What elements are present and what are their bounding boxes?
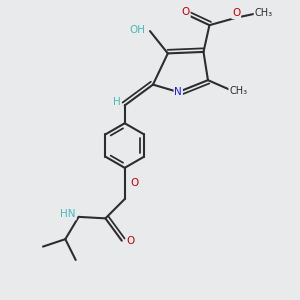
Text: O: O (127, 236, 135, 246)
Text: HN: HN (60, 209, 76, 220)
Text: CH₃: CH₃ (229, 85, 247, 96)
Text: O: O (182, 8, 190, 17)
Text: CH₃: CH₃ (254, 8, 273, 18)
Text: H: H (112, 98, 120, 107)
Text: O: O (232, 8, 240, 18)
Text: N: N (174, 87, 182, 97)
Text: OH: OH (130, 25, 146, 34)
Text: O: O (130, 178, 138, 188)
